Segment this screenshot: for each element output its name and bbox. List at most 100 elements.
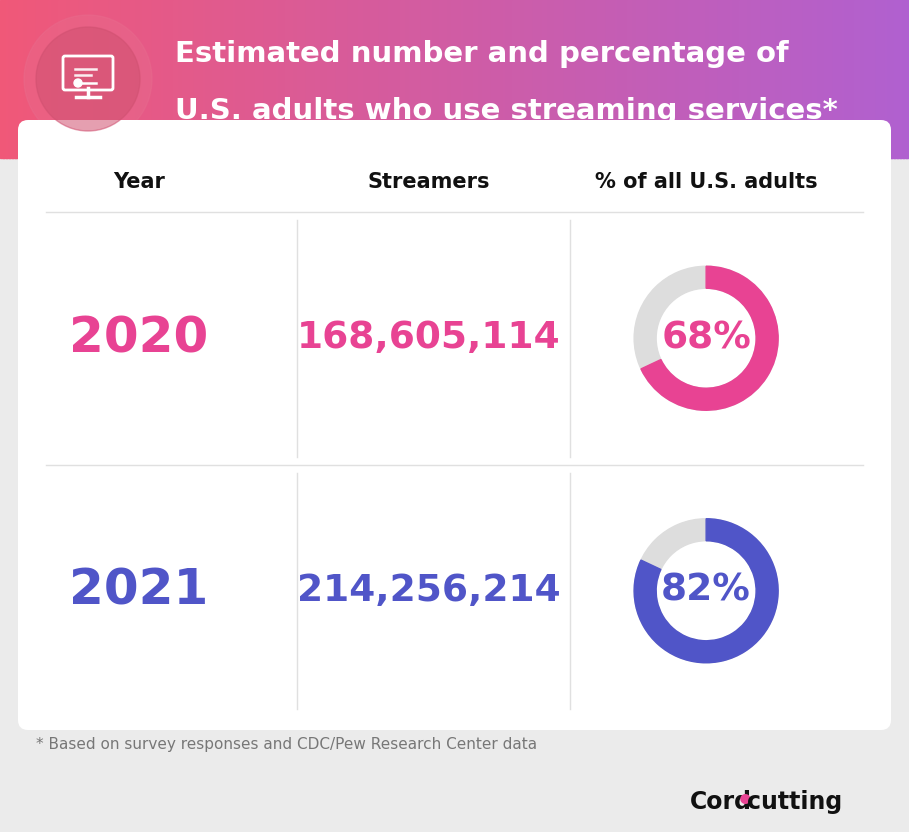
Bar xyxy=(443,0,446,158)
Bar xyxy=(400,0,404,158)
Bar xyxy=(454,0,458,158)
Bar xyxy=(82,0,85,158)
Bar xyxy=(657,0,662,158)
Bar xyxy=(239,0,244,158)
Bar xyxy=(348,0,353,158)
Wedge shape xyxy=(634,266,778,410)
Bar xyxy=(518,0,522,158)
Bar xyxy=(594,0,598,158)
Bar xyxy=(115,0,119,158)
Bar xyxy=(888,0,892,158)
Bar xyxy=(409,0,413,158)
Bar xyxy=(415,0,419,158)
Bar xyxy=(109,0,113,158)
Bar xyxy=(261,0,265,158)
Bar xyxy=(388,0,392,158)
Bar xyxy=(318,0,322,158)
Bar xyxy=(470,0,474,158)
Bar xyxy=(821,0,825,158)
Bar xyxy=(834,0,837,158)
Text: 2021: 2021 xyxy=(69,567,208,615)
Bar xyxy=(218,0,222,158)
Bar xyxy=(552,0,555,158)
Bar xyxy=(627,0,631,158)
Bar xyxy=(230,0,235,158)
Bar xyxy=(512,0,516,158)
Bar xyxy=(897,0,901,158)
Bar xyxy=(94,0,98,158)
Bar xyxy=(255,0,258,158)
Bar xyxy=(675,0,680,158)
Bar xyxy=(773,0,776,158)
Bar xyxy=(397,0,401,158)
Bar xyxy=(112,0,116,158)
Text: 214,256,214: 214,256,214 xyxy=(297,572,561,609)
Bar xyxy=(215,0,219,158)
Wedge shape xyxy=(634,518,778,663)
Bar xyxy=(903,0,907,158)
Bar xyxy=(652,0,655,158)
Bar xyxy=(175,0,180,158)
Bar xyxy=(64,0,67,158)
Bar xyxy=(257,0,262,158)
Bar xyxy=(264,0,267,158)
Bar xyxy=(34,0,37,158)
Bar xyxy=(806,0,810,158)
Bar xyxy=(427,0,431,158)
Bar xyxy=(127,0,131,158)
Bar xyxy=(857,0,862,158)
Bar xyxy=(852,0,855,158)
Bar xyxy=(854,0,858,158)
Text: 68%: 68% xyxy=(661,320,751,356)
Bar xyxy=(85,0,89,158)
Bar xyxy=(570,0,574,158)
Text: Year: Year xyxy=(113,172,165,192)
Bar xyxy=(639,0,644,158)
Bar xyxy=(843,0,846,158)
Bar xyxy=(179,0,183,158)
Bar xyxy=(130,0,135,158)
Bar xyxy=(343,0,346,158)
Bar xyxy=(475,0,480,158)
Bar xyxy=(312,0,316,158)
Bar xyxy=(364,0,367,158)
Bar xyxy=(891,0,894,158)
Bar xyxy=(757,0,762,158)
Bar xyxy=(425,0,428,158)
Bar xyxy=(788,0,792,158)
Bar xyxy=(782,0,785,158)
Bar xyxy=(524,0,528,158)
Bar xyxy=(661,0,664,158)
Bar xyxy=(748,0,753,158)
Circle shape xyxy=(24,15,152,143)
Bar xyxy=(434,0,437,158)
Bar xyxy=(225,0,228,158)
Bar xyxy=(25,0,28,158)
Bar xyxy=(209,0,213,158)
Bar xyxy=(334,0,337,158)
Bar xyxy=(266,0,271,158)
Bar xyxy=(73,0,76,158)
Bar xyxy=(403,0,407,158)
Bar xyxy=(36,0,40,158)
Bar xyxy=(539,0,544,158)
Bar xyxy=(157,0,162,158)
Bar xyxy=(0,0,4,158)
Bar xyxy=(212,0,216,158)
Bar xyxy=(743,0,746,158)
Bar xyxy=(285,0,289,158)
Bar xyxy=(173,0,176,158)
Bar xyxy=(291,0,295,158)
Bar xyxy=(164,0,167,158)
Bar xyxy=(457,0,462,158)
Bar xyxy=(612,0,616,158)
Bar xyxy=(894,0,898,158)
Bar xyxy=(875,0,880,158)
Bar xyxy=(630,0,634,158)
Bar xyxy=(664,0,667,158)
Bar xyxy=(864,0,867,158)
Bar xyxy=(375,0,380,158)
Bar xyxy=(579,0,583,158)
Bar xyxy=(721,0,725,158)
Bar xyxy=(818,0,822,158)
